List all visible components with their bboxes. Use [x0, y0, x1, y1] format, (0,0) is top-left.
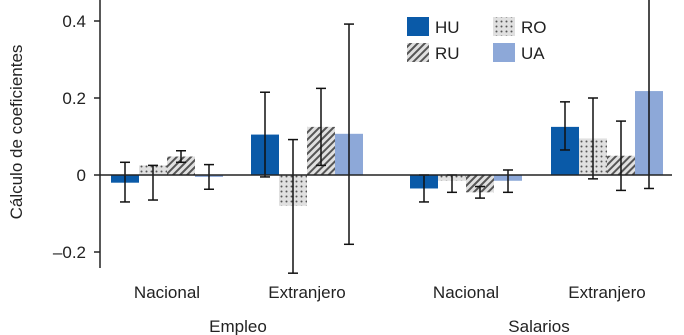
- category-label: Extranjero: [268, 283, 345, 302]
- legend-swatch-ro: [493, 17, 515, 36]
- y-tick-label: –0.2: [53, 243, 86, 262]
- legend-label-hu: HU: [435, 18, 460, 37]
- bars-layer: [111, 91, 663, 206]
- legend-swatch-ru: [407, 43, 429, 62]
- bar-ru-1: [167, 156, 195, 175]
- y-tick-label: 0.4: [62, 12, 86, 31]
- category-label: Nacional: [433, 283, 499, 302]
- legend-swatch-hu: [407, 17, 429, 36]
- legend-label-ro: RO: [521, 18, 547, 37]
- group-label-salarios: Salarios: [508, 317, 569, 335]
- error-bars-layer: [120, 0, 654, 274]
- bar-ru-3: [466, 175, 494, 193]
- category-label: Nacional: [134, 283, 200, 302]
- y-tick-label: 0.2: [62, 89, 86, 108]
- legend-label-ru: RU: [435, 44, 460, 63]
- y-tick-label: 0: [77, 166, 86, 185]
- y-axis-label: Cálculo de coeficientes: [7, 45, 26, 220]
- category-label: Extranjero: [568, 283, 645, 302]
- group-label-empleo: Empleo: [209, 317, 267, 335]
- y-ticks-layer: 0.4 0.2 0 –0.2: [53, 12, 100, 262]
- legend-label-ua: UA: [521, 44, 545, 63]
- category-labels-layer: Nacional Extranjero Nacional Extranjero: [134, 283, 646, 302]
- group-labels-layer: Empleo Salarios: [209, 317, 570, 335]
- legend: HU RO RU UA: [407, 17, 547, 63]
- legend-swatch-ua: [493, 43, 515, 62]
